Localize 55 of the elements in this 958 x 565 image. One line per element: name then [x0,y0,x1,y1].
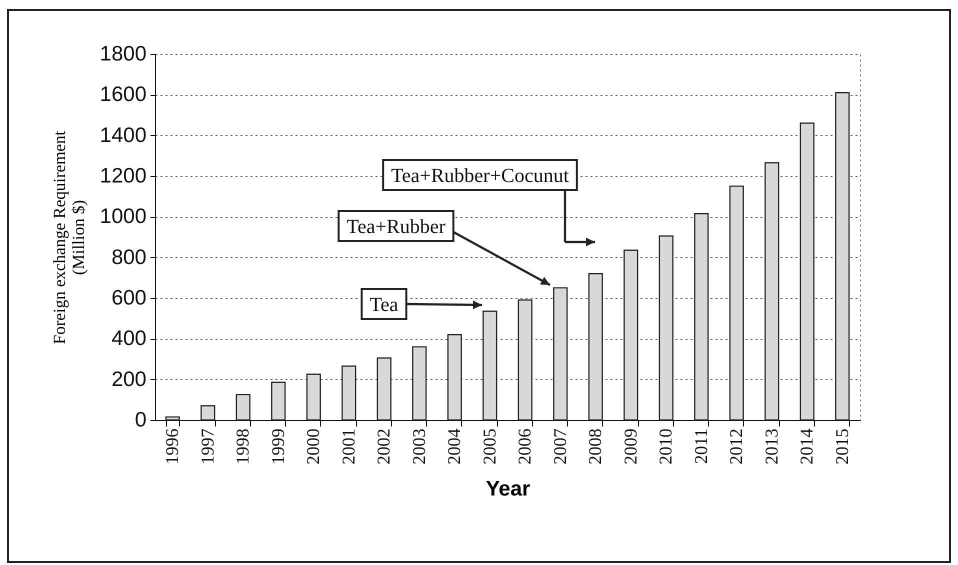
y-tick-label: 0 [134,408,146,432]
x-tick-label: 2012 [726,428,746,464]
y-tick-label: 400 [111,327,146,350]
y-tick-label: 1200 [100,164,146,188]
y-axis-title: Foreign exchange Requirement (Million $) [50,130,88,344]
x-tick-label: 2015 [832,428,852,464]
annotation: Tea [370,294,398,316]
bar [200,405,216,421]
x-tick-label: 2002 [374,428,394,464]
x-tick-label: 1997 [197,428,218,464]
x-tick-label: 2014 [796,428,817,464]
bar [236,394,250,421]
annotation: Tea+Rubber+Cocunut [391,165,570,187]
bar [588,273,603,421]
x-tick-label: 2009 [620,428,640,464]
bar [412,346,427,421]
bar [624,250,638,421]
bar [694,213,709,421]
bar [165,416,180,421]
y-tick-label: 600 [111,286,146,310]
y-tick-label: 1600 [100,83,146,106]
bar [835,92,850,421]
y-tick-label: 200 [111,368,146,391]
bar [764,162,780,421]
bar [482,310,498,421]
y-tick-label: 1800 [100,42,146,66]
x-tick-label: 2006 [514,428,535,464]
x-axis-title: Year [486,478,530,500]
bar [729,186,744,421]
x-tick-label: 2001 [338,428,358,464]
bar [376,357,392,421]
x-tick-label: 2004 [444,428,464,464]
bar [658,235,674,421]
y-tick-label: 1000 [100,205,146,228]
x-tick-label: 1999 [268,428,288,464]
x-tick-label: 1998 [232,428,253,464]
x-tick-label: 2008 [585,428,606,464]
bar [306,374,321,421]
bar [800,122,814,421]
bar [271,382,286,421]
annotation: Tea+Rubber [346,216,446,238]
x-tick-label: 2013 [761,428,782,464]
x-tick-label: 2003 [408,428,429,464]
x-tick-label: 2010 [656,428,676,464]
bar [342,366,356,421]
x-tick-label: 2000 [303,428,324,464]
x-tick-label: 2011 [690,428,711,464]
x-tick-label: 2007 [550,428,570,464]
bar [553,287,568,421]
x-tick-label: 2005 [479,428,500,464]
bar [518,299,532,421]
x-tick-label: 1996 [162,428,182,464]
y-tick-label: 800 [111,246,146,269]
y-tick-label: 1400 [100,124,146,147]
bar [447,334,462,421]
